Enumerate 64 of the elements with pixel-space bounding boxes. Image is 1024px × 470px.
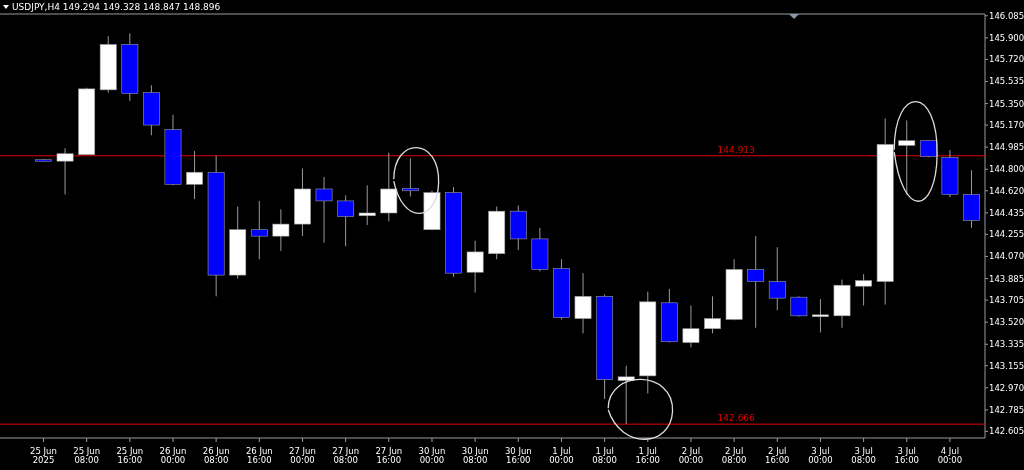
y-tick-label: 145.535: [989, 76, 1024, 87]
y-tick-label: 145.720: [989, 54, 1024, 65]
x-tick-label: 2 Jul 08:00: [721, 446, 747, 466]
x-tick-label: 4 Jul 00:00: [937, 446, 963, 466]
ref-line-label: 144.913: [717, 144, 755, 155]
candlestick: [812, 298, 829, 333]
x-tick-label: 27 Jun 16:00: [375, 446, 403, 466]
x-tick-label: 25 Jun 08:00: [73, 446, 101, 466]
y-tick-label: 144.985: [989, 142, 1024, 153]
x-tick-label: 2 Jul 16:00: [765, 446, 790, 466]
y-tick-label: 142.970: [989, 382, 1024, 393]
y-tick-label: 144.255: [989, 229, 1024, 240]
candlestick: [704, 295, 721, 334]
y-tick-label: 144.800: [989, 164, 1024, 175]
candlestick: [358, 184, 376, 226]
x-tick-label: 3 Jul 00:00: [808, 446, 833, 466]
x-tick-label: 27 Jun 00:00: [289, 446, 316, 466]
y-tick-label: 143.335: [989, 339, 1024, 350]
y-tick-label: 145.170: [989, 120, 1024, 131]
candlestick: [186, 150, 203, 200]
x-tick-label: 26 Jun 16:00: [245, 446, 273, 466]
x-tick-label: 30 Jun 08:00: [461, 446, 489, 466]
candlestick: [315, 176, 333, 244]
x-tick-label: 1 Jul 00:00: [549, 446, 574, 466]
ref-line-label: 142.666: [717, 413, 756, 424]
candlestick: [272, 208, 290, 252]
candlestick: [790, 295, 808, 318]
x-tick-label: 1 Jul 16:00: [635, 446, 661, 466]
x-tick-label: 26 Jun 08:00: [202, 446, 230, 466]
y-tick-label: 143.155: [989, 360, 1024, 371]
candlestick: [574, 272, 592, 334]
y-tick-label: 143.885: [989, 273, 1024, 284]
y-tick-label: 142.605: [989, 426, 1024, 437]
x-tick-label: 25 Jun 2025: [30, 446, 57, 466]
x-tick-label: 3 Jul 08:00: [851, 446, 876, 466]
y-tick-label: 144.620: [989, 185, 1024, 196]
x-tick-label: 1 Jul 08:00: [592, 446, 617, 466]
x-tick-label: 26 Jun 00:00: [159, 446, 187, 466]
candlestick: [250, 200, 268, 260]
x-tick-label: 3 Jul 16:00: [894, 446, 920, 466]
candlestick: [855, 273, 872, 307]
y-tick-label: 143.520: [989, 317, 1024, 328]
x-tick-label: 27 Jun 08:00: [332, 446, 360, 466]
x-tick-label: 2 Jul 00:00: [678, 446, 704, 466]
y-tick-label: 143.705: [989, 295, 1024, 306]
y-tick-label: 145.900: [989, 32, 1024, 43]
candlestick: [617, 365, 635, 425]
x-tick-label: 30 Jun 00:00: [418, 446, 446, 466]
y-tick-label: 144.070: [989, 251, 1024, 262]
candlestick: [768, 246, 786, 311]
y-tick-label: 145.350: [989, 98, 1024, 109]
y-tick-label: 142.785: [989, 404, 1024, 415]
candlestick: [747, 235, 765, 329]
candlestick: [466, 240, 484, 294]
y-tick-label: 146.085: [989, 10, 1024, 21]
candlestick: [56, 147, 74, 195]
candlestick: [380, 152, 398, 222]
chart-title: USDJPY,H4 149.294 149.328 148.847 148.896: [12, 2, 221, 12]
x-tick-label: 25 Jun 16:00: [116, 446, 144, 466]
candlestick: [682, 305, 700, 348]
candlestick: [401, 157, 419, 197]
x-tick-label: 30 Jun 16:00: [504, 446, 532, 466]
candlestick: [337, 194, 355, 247]
y-tick-label: 144.435: [989, 207, 1024, 218]
